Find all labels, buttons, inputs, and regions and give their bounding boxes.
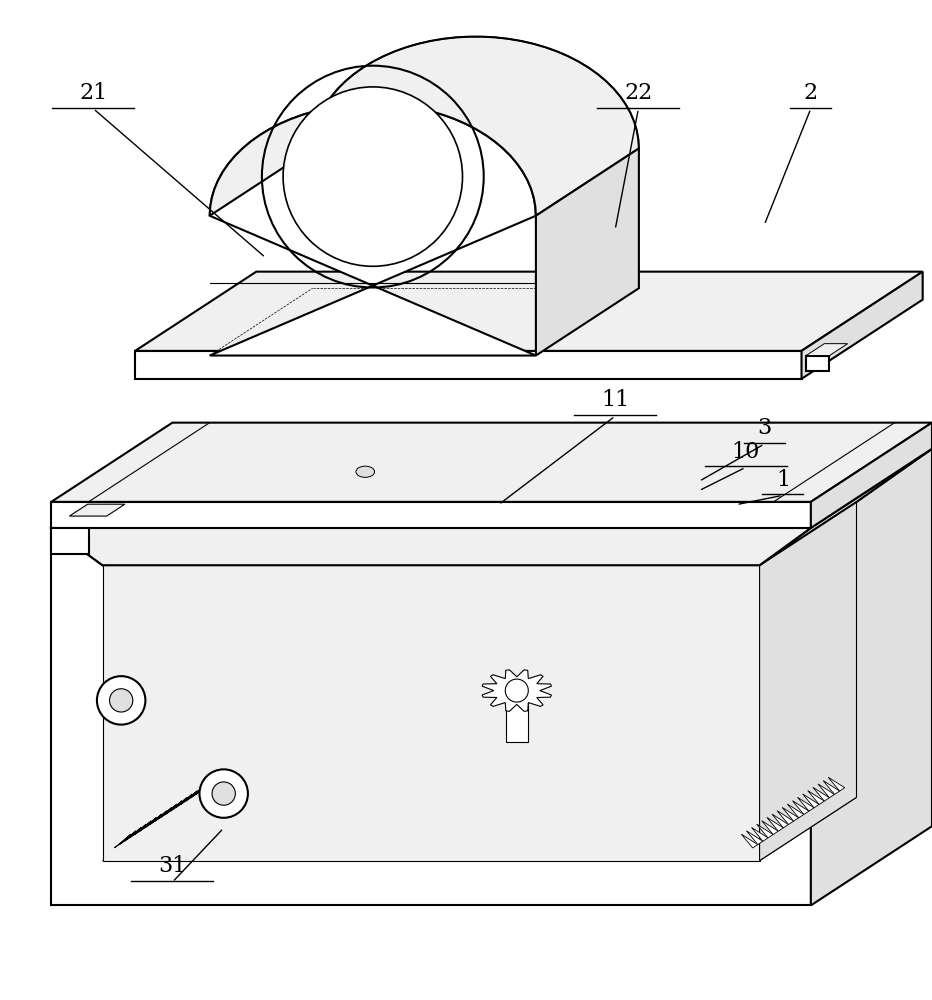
Polygon shape (51, 449, 932, 528)
Polygon shape (806, 344, 848, 356)
Polygon shape (777, 811, 794, 825)
Text: 22: 22 (624, 82, 652, 104)
Polygon shape (156, 807, 171, 821)
Polygon shape (802, 794, 819, 808)
Polygon shape (829, 777, 844, 791)
Text: 10: 10 (732, 441, 760, 463)
Polygon shape (160, 804, 177, 818)
Polygon shape (760, 502, 857, 861)
Ellipse shape (283, 87, 462, 266)
Polygon shape (51, 528, 89, 554)
Polygon shape (103, 797, 857, 861)
Polygon shape (125, 827, 141, 841)
Text: 11: 11 (601, 389, 629, 411)
Ellipse shape (212, 782, 235, 805)
Ellipse shape (199, 769, 248, 818)
Text: 21: 21 (79, 82, 107, 104)
Polygon shape (788, 804, 803, 818)
Polygon shape (813, 787, 829, 801)
Polygon shape (119, 831, 136, 845)
Polygon shape (135, 821, 151, 835)
Polygon shape (751, 827, 768, 841)
Polygon shape (145, 814, 161, 828)
Polygon shape (782, 807, 799, 821)
Polygon shape (482, 670, 552, 711)
Ellipse shape (356, 466, 375, 477)
Polygon shape (69, 504, 125, 516)
Polygon shape (747, 831, 763, 845)
Polygon shape (210, 104, 536, 356)
Polygon shape (135, 351, 802, 379)
Polygon shape (201, 777, 218, 791)
Polygon shape (185, 787, 202, 801)
Polygon shape (51, 502, 811, 528)
Ellipse shape (110, 689, 133, 712)
Polygon shape (536, 148, 639, 356)
Polygon shape (210, 37, 639, 216)
Polygon shape (823, 781, 840, 794)
Polygon shape (505, 691, 528, 742)
Polygon shape (171, 797, 187, 811)
Polygon shape (802, 272, 923, 379)
Polygon shape (772, 814, 788, 828)
Polygon shape (811, 423, 932, 528)
Polygon shape (196, 781, 212, 794)
Polygon shape (51, 528, 811, 565)
Polygon shape (51, 449, 199, 565)
Polygon shape (165, 801, 182, 814)
Polygon shape (51, 423, 932, 502)
Polygon shape (140, 817, 157, 831)
Polygon shape (760, 449, 932, 565)
Polygon shape (135, 272, 923, 351)
Text: 31: 31 (158, 855, 186, 877)
Polygon shape (806, 356, 829, 371)
Polygon shape (757, 824, 774, 838)
Polygon shape (818, 784, 834, 798)
Polygon shape (761, 821, 778, 835)
Polygon shape (115, 834, 130, 848)
Ellipse shape (97, 676, 145, 725)
Polygon shape (767, 817, 784, 831)
Polygon shape (51, 528, 811, 905)
Polygon shape (103, 502, 857, 565)
Text: 1: 1 (775, 469, 790, 491)
Polygon shape (741, 834, 758, 848)
Polygon shape (130, 824, 146, 838)
Text: 3: 3 (757, 417, 772, 439)
Polygon shape (103, 565, 760, 861)
Polygon shape (172, 449, 932, 502)
Text: 2: 2 (803, 82, 818, 104)
Polygon shape (792, 801, 809, 814)
Ellipse shape (275, 324, 298, 338)
Polygon shape (191, 784, 208, 798)
Circle shape (505, 679, 528, 702)
Polygon shape (808, 791, 824, 804)
Polygon shape (150, 811, 167, 825)
Polygon shape (811, 449, 932, 905)
Polygon shape (175, 794, 192, 808)
Polygon shape (798, 797, 814, 811)
Polygon shape (181, 791, 198, 804)
